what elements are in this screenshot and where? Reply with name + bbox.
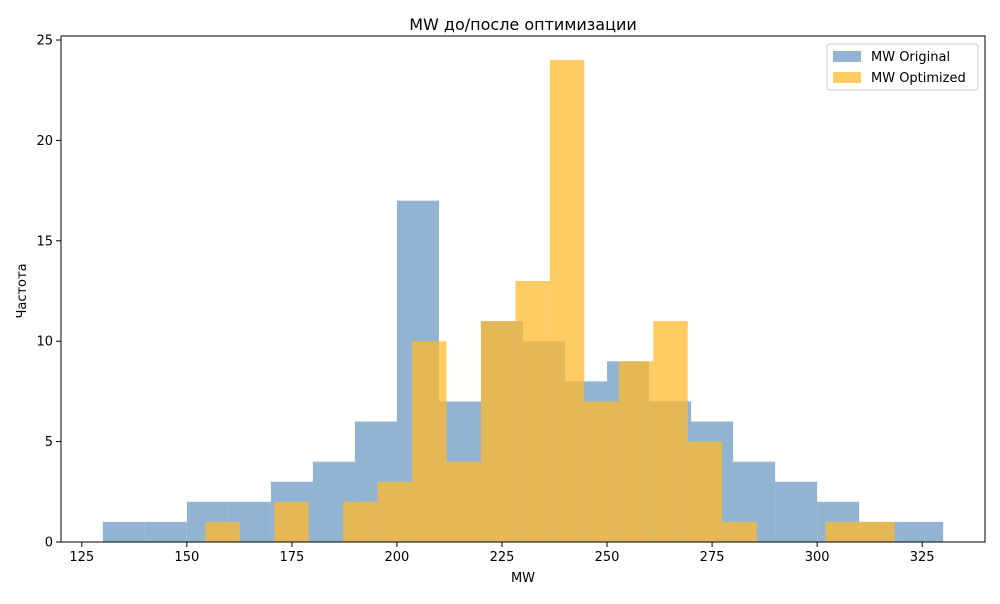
y-tick-label: 0 [45, 536, 53, 551]
legend-swatch [833, 51, 861, 62]
histogram-bar [102, 521, 145, 542]
histogram-bar [412, 341, 447, 542]
chart-title: MW до/после оптимизации [409, 15, 637, 34]
x-tick-label: 300 [805, 550, 830, 565]
x-tick-label: 175 [279, 550, 304, 565]
legend-swatch [833, 72, 861, 83]
x-tick-label: 200 [385, 550, 410, 565]
histogram-bar [775, 481, 818, 542]
histogram-bar [584, 401, 619, 542]
series-2-bars [205, 60, 895, 542]
y-tick-label: 15 [36, 234, 53, 249]
histogram-bar [480, 321, 516, 542]
y-tick-label: 10 [36, 335, 53, 350]
x-axis-label: MW [511, 571, 535, 586]
histogram-bar [377, 481, 413, 542]
histogram-bar [515, 280, 550, 542]
histogram-bars [102, 60, 944, 542]
x-tick-label: 150 [174, 550, 199, 565]
legend-label: MW Optimized [871, 71, 966, 86]
histogram-bar [653, 321, 688, 542]
histogram-bar [722, 521, 757, 542]
axes: 125 150 175 200 225 250 275 300 325 0 5 10 15 20 25 [36, 34, 986, 565]
plot-frame [60, 35, 986, 543]
histogram-bar [205, 521, 240, 542]
y-tick-label: 25 [36, 34, 53, 49]
x-tick-label: 250 [595, 550, 620, 565]
legend-box [826, 43, 979, 91]
histogram-bar [687, 441, 723, 542]
legend-label: MW Original [871, 50, 950, 65]
histogram-bar [859, 521, 895, 542]
y-tick-label: 5 [45, 435, 53, 450]
y-tick-label: 20 [36, 134, 53, 149]
x-tick-label: 325 [910, 550, 935, 565]
x-tick-label: 275 [700, 550, 725, 565]
x-tick-label: 225 [490, 550, 515, 565]
x-tick-label: 125 [69, 550, 94, 565]
histogram-bar [901, 521, 944, 542]
legend: MW Original MW Optimized [826, 43, 979, 91]
histogram-bar [825, 521, 860, 542]
y-axis-label: Частота [15, 263, 30, 318]
histogram-bar [343, 501, 378, 542]
histogram-bar [549, 60, 585, 542]
histogram-bar [618, 361, 654, 542]
histogram-bar [144, 521, 187, 542]
histogram-bar [446, 461, 481, 542]
histogram-bar [274, 501, 309, 542]
